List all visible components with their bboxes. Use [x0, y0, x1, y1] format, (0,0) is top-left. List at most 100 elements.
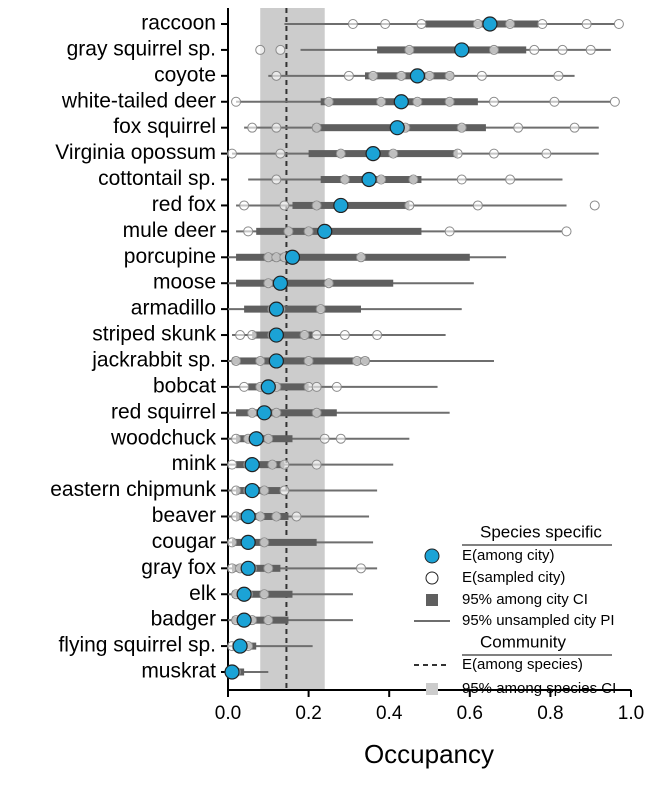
sampled-city-point — [456, 122, 467, 133]
category-label: flying squirrel sp. — [58, 634, 216, 657]
sampled-city-point — [231, 96, 242, 107]
sampled-city-point — [271, 407, 282, 418]
ci-bar — [232, 357, 370, 365]
sampled-city-point — [444, 226, 455, 237]
category-label: red squirrel — [111, 400, 216, 423]
sampled-city-point — [513, 122, 524, 133]
sampled-city-point — [255, 511, 266, 522]
category-label: white-tailed deer — [61, 89, 216, 112]
sampled-city-point — [275, 148, 286, 159]
sampled-city-point — [239, 381, 250, 392]
ci-bar — [377, 46, 527, 54]
sampled-city-point — [291, 511, 302, 522]
sampled-city-point — [247, 122, 258, 133]
sampled-city-point — [247, 407, 258, 418]
ci-bar — [232, 616, 289, 624]
sampled-city-point — [609, 96, 620, 107]
sampled-city-point — [311, 407, 322, 418]
legend-label: 95% among city CI — [462, 591, 588, 608]
x-tick-label: 0.6 — [457, 703, 483, 724]
sampled-city-point — [263, 278, 274, 289]
among-city-mean — [244, 457, 260, 473]
category-label: coyote — [154, 63, 216, 86]
sampled-city-point — [561, 226, 572, 237]
category-label: moose — [153, 271, 216, 294]
sampled-city-point — [452, 148, 463, 159]
sampled-city-point — [416, 19, 427, 29]
sampled-city-point — [444, 70, 455, 81]
sampled-city-point — [255, 355, 266, 366]
category-label: raccoon — [141, 12, 216, 35]
among-city-mean — [240, 508, 256, 525]
sampled-city-point — [488, 44, 499, 55]
sampled-city-point — [311, 381, 322, 392]
sampled-city-point — [303, 355, 314, 366]
among-city-mean — [482, 16, 498, 32]
sampled-city-point — [488, 148, 499, 159]
legend-label: 95% among species CI — [462, 680, 616, 697]
among-city-mean — [409, 68, 426, 84]
sampled-city-point — [259, 537, 270, 548]
category-label: beaver — [152, 504, 216, 527]
x-tick-label: 0.4 — [376, 703, 403, 724]
sampled-city-point — [259, 485, 270, 496]
sampled-city-point — [239, 200, 250, 211]
sampled-city-point — [299, 330, 310, 341]
sampled-city-point — [323, 278, 334, 289]
sampled-city-point — [343, 70, 354, 81]
among-city-mean — [365, 146, 381, 162]
category-label: armadillo — [131, 297, 216, 320]
ci-bar — [236, 461, 285, 469]
sampled-city-point — [231, 485, 242, 496]
sampled-city-point — [315, 304, 326, 315]
category-label: jackrabbit sp. — [91, 349, 216, 372]
sampled-city-point — [537, 19, 548, 29]
among-city-mean — [333, 197, 349, 214]
sampled-city-point — [569, 122, 580, 133]
ci-bar — [232, 538, 317, 546]
category-label: bobcat — [153, 374, 216, 397]
sampled-city-point — [355, 563, 366, 574]
ci-bar — [308, 150, 458, 158]
sampled-city-point — [227, 148, 238, 159]
sampled-city-point — [360, 355, 371, 366]
sampled-city-point — [581, 19, 592, 29]
sampled-city-point — [323, 96, 334, 107]
sampled-city-point — [339, 330, 350, 341]
sampled-city-point — [404, 44, 415, 55]
sampled-city-point — [311, 200, 322, 211]
among-city-mean — [244, 482, 260, 499]
sampled-city-point — [412, 96, 423, 107]
sampled-city-point — [585, 44, 596, 55]
sampled-city-point — [396, 70, 407, 81]
sampled-city-point — [231, 355, 242, 366]
category-label: cougar — [152, 530, 216, 553]
sampled-city-point — [372, 330, 383, 341]
sampled-city-point — [303, 226, 314, 237]
sampled-city-point — [263, 615, 274, 626]
among-city-mean — [248, 431, 264, 447]
among-city-mean — [454, 42, 470, 58]
sampled-city-point — [589, 200, 600, 211]
ci-bar — [236, 279, 394, 287]
among-city-mean — [361, 171, 377, 188]
legend-title: Species specific — [480, 522, 602, 541]
sampled-city-point — [267, 459, 278, 470]
among-city-mean — [268, 353, 284, 369]
x-tick-label: 0.0 — [215, 703, 241, 724]
sampled-city-point — [549, 96, 560, 107]
x-tick-label: 1.0 — [618, 703, 644, 724]
sampled-city-point — [347, 19, 358, 29]
category-label: cottontail sp. — [98, 167, 216, 190]
among-city-mean — [268, 327, 284, 343]
sampled-city-point — [335, 148, 346, 159]
ci-bar — [365, 72, 454, 80]
sampled-city-point — [388, 148, 399, 159]
x-tick-label: 0.2 — [295, 703, 321, 724]
ci-bar — [236, 253, 470, 261]
sampled-city-point — [472, 200, 483, 211]
sampled-city-point — [275, 44, 286, 55]
ci-bar — [236, 409, 337, 417]
sampled-city-point — [279, 200, 290, 211]
